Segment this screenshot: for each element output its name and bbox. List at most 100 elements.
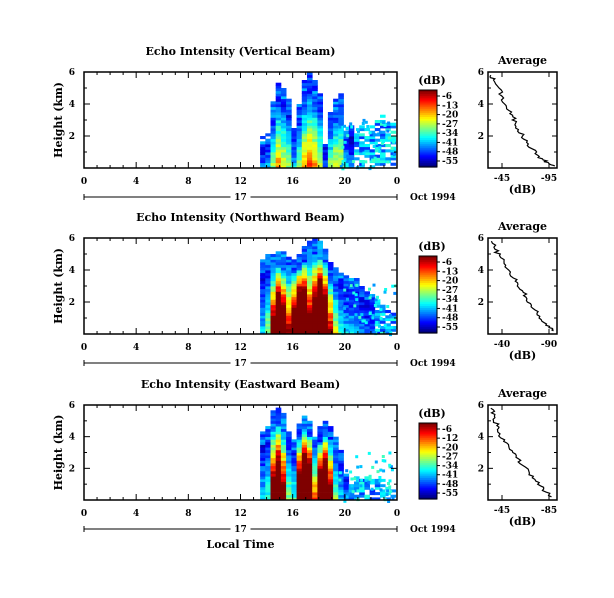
heatmap-cell (286, 478, 292, 482)
colorbar-frame (418, 89, 438, 168)
colorbar-segment (419, 138, 437, 141)
heatmap-cell (270, 275, 277, 279)
heatmap-cell (343, 130, 350, 134)
heatmap-cell (333, 328, 339, 332)
heatmap-cell (301, 291, 308, 295)
colorbar-segment (419, 311, 437, 315)
heatmap-cell (270, 272, 277, 276)
heatmap-cell (333, 112, 339, 116)
heatmap-cell (338, 299, 344, 303)
heatmap-cell (260, 473, 266, 477)
colorbar-segment (419, 426, 437, 430)
heatmap-cell (312, 248, 318, 252)
heatmap-cells (260, 238, 398, 337)
colorbar-segment (419, 457, 437, 460)
heatmap-cell (275, 157, 282, 161)
heatmap-cell (296, 122, 303, 126)
heatmap-cell (301, 128, 308, 132)
heatmap-cell (312, 246, 318, 250)
heatmap-cell (296, 481, 303, 485)
heatmap-cell (312, 481, 318, 485)
heatmap-cell (333, 296, 339, 300)
heatmap-cell (301, 256, 308, 260)
heatmap-cell (265, 262, 271, 266)
heatmap-cell (354, 144, 360, 148)
heatmap-cell (368, 312, 372, 315)
heatmap-cell (286, 144, 292, 148)
heatmap-cell (301, 262, 308, 266)
heatmap-cell (275, 407, 282, 411)
heatmap-cell (280, 259, 287, 263)
heatmap-cell (327, 312, 334, 316)
heatmap-cell (333, 106, 339, 110)
colorbar-segment (419, 294, 437, 297)
heatmap-cell (338, 315, 344, 319)
heatmap-cell (338, 323, 344, 327)
heatmap-cell (390, 318, 397, 322)
heatmap-cell (270, 465, 277, 469)
heatmap-cell (359, 304, 365, 308)
heatmap-cell (275, 312, 282, 316)
colorbar-segment (419, 459, 437, 462)
heatmap-cell (275, 280, 282, 284)
heatmap-cell (361, 122, 365, 125)
x-tick-label: -40 (494, 340, 510, 350)
heatmap-cell (275, 275, 282, 279)
heatmap-cell (307, 423, 313, 427)
heatmap-cell (354, 136, 360, 140)
heatmap-cell (296, 468, 303, 472)
heatmap-cell (307, 304, 313, 308)
heatmap-cell (265, 428, 271, 432)
heatmap-cell (280, 431, 287, 435)
heatmap-cell (322, 449, 329, 453)
heatmap-cell (291, 439, 297, 443)
heatmap-cell (291, 468, 297, 472)
heatmap-cell (343, 280, 350, 284)
heatmap-cell (301, 463, 308, 467)
heatmap-cell (385, 331, 391, 335)
heatmap-cell (275, 315, 282, 319)
heatmap-cell (322, 294, 329, 298)
heatmap-cell (270, 101, 277, 105)
colorbar-tick-label: -34 (442, 129, 458, 139)
heatmap-cell (286, 299, 292, 303)
heatmap-cell (322, 256, 329, 260)
heatmap-cell (322, 296, 329, 300)
heatmap-cell (343, 136, 350, 140)
heatmap-cell (312, 497, 318, 501)
heatmap-cell (317, 248, 323, 252)
y-axis-label: Height (km) (52, 415, 65, 491)
heatmap-cell (372, 145, 376, 148)
heatmap-cell (301, 90, 308, 94)
heatmap-cell (296, 447, 303, 451)
heatmap-cell (358, 315, 362, 319)
heatmap-cell (327, 463, 334, 467)
colorbar-segment (419, 440, 437, 443)
heatmap-cell (317, 165, 323, 169)
heatmap-cell (317, 157, 323, 161)
heatmap-cell (381, 455, 385, 458)
heatmap-cell (296, 272, 303, 276)
heatmap-cell (369, 320, 376, 324)
y-tick-label: 4 (69, 433, 75, 443)
heatmap-cell (280, 455, 287, 459)
colorbar-segment (419, 313, 437, 317)
heatmap-cell (301, 431, 308, 435)
heatmap-cell (307, 291, 313, 295)
heatmap-cell (275, 455, 282, 459)
heatmap-cell (380, 304, 386, 308)
heatmap-cell (265, 259, 271, 263)
colorbar-segment (419, 466, 437, 470)
heatmap-cell (275, 331, 282, 335)
heatmap-cell (359, 288, 365, 292)
heatmap-cell (296, 331, 303, 335)
heatmap-cell (291, 307, 297, 311)
heatmap-cell (369, 136, 376, 140)
heatmap-cell (385, 125, 391, 129)
heatmap-cell (286, 449, 292, 453)
colorbar-tick-label: -34 (442, 295, 458, 305)
colorbar-segment (419, 284, 437, 288)
heatmap-cell (265, 331, 271, 335)
heatmap-cell (280, 280, 287, 284)
heatmap-cell (338, 296, 344, 300)
